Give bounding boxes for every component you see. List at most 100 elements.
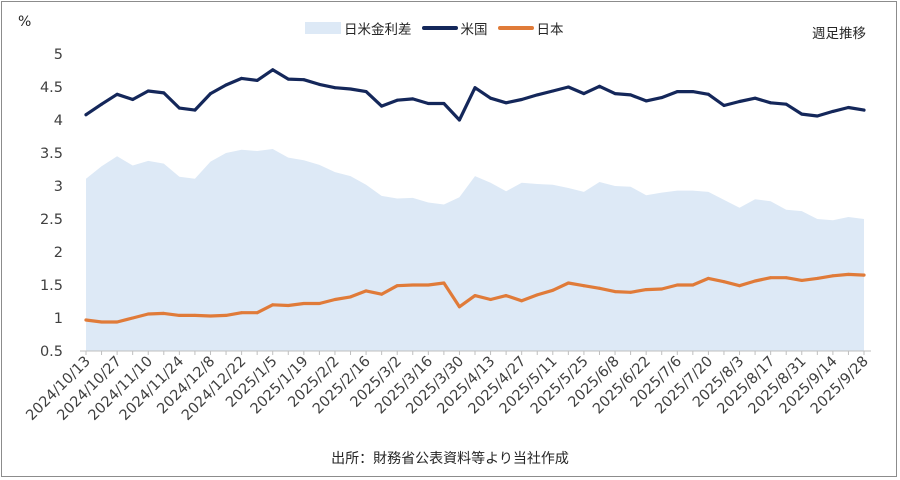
data-point-japan (551, 288, 555, 292)
data-point-spread (769, 199, 773, 203)
y-tick-label: 2 (54, 245, 63, 261)
data-point-spread (815, 217, 819, 221)
data-point-us (84, 113, 88, 117)
legend-item-us: 米国 (421, 18, 488, 38)
y-tick-label: 5 (54, 47, 63, 63)
data-point-spread (598, 180, 602, 184)
data-point-us (691, 90, 695, 94)
data-point-spread (846, 215, 850, 219)
data-point-spread (271, 147, 275, 151)
data-point-us (706, 92, 710, 96)
data-point-us (177, 106, 181, 110)
data-point-spread (131, 164, 135, 168)
data-point-us (598, 84, 601, 88)
data-point-japan (846, 272, 850, 276)
data-point-spread (162, 162, 166, 166)
data-point-japan (489, 298, 493, 301)
data-point-spread (177, 175, 181, 179)
data-point-japan (582, 284, 586, 288)
legend-swatch-japan (497, 26, 534, 30)
data-point-spread (753, 197, 757, 201)
data-point-japan (566, 281, 570, 285)
data-point-spread (224, 151, 228, 155)
data-point-japan (598, 286, 601, 290)
data-point-spread (100, 164, 104, 168)
data-point-spread (784, 208, 788, 212)
data-point-us (380, 104, 384, 108)
data-point-japan (411, 283, 415, 287)
data-point-japan (504, 294, 508, 298)
chart-note: 週足推移 (812, 26, 866, 42)
data-point-us (738, 100, 741, 103)
data-point-us (535, 93, 539, 97)
data-point-spread (146, 159, 150, 163)
data-point-us (100, 102, 104, 106)
data-point-spread (706, 190, 710, 194)
data-point-us (489, 96, 493, 100)
data-point-spread (582, 190, 586, 194)
data-point-japan (629, 290, 633, 294)
data-point-us (333, 86, 337, 90)
data-point-japan (286, 304, 290, 307)
line-series-us (84, 68, 866, 122)
data-point-japan (302, 302, 306, 305)
data-point-japan (426, 283, 430, 287)
legend-item-spread: 日米金利差 (305, 18, 412, 38)
data-point-japan (862, 273, 866, 277)
legend-item-japan: 日本 (497, 18, 564, 38)
data-point-spread (286, 156, 290, 160)
data-point-us (815, 114, 819, 118)
data-point-us (784, 102, 788, 106)
area-series-spread (86, 149, 864, 351)
data-point-spread (738, 206, 742, 210)
data-point-us (457, 118, 461, 122)
data-point-spread (426, 201, 430, 205)
legend-swatch-us (421, 26, 458, 30)
data-point-japan (177, 313, 181, 317)
y-tick-label: 4 (54, 113, 63, 129)
data-point-us (769, 101, 773, 105)
data-point-spread (566, 186, 570, 190)
data-point-us (240, 76, 244, 80)
data-point-japan (224, 313, 228, 317)
data-point-us (224, 83, 228, 87)
data-point-japan (675, 283, 679, 287)
data-point-spread (255, 149, 259, 153)
data-point-japan (131, 316, 135, 320)
data-point-japan (193, 313, 197, 317)
data-point-japan (457, 305, 461, 309)
data-point-us (566, 85, 570, 89)
data-point-spread (380, 194, 384, 198)
data-point-us (349, 87, 352, 91)
data-point-japan (317, 302, 321, 305)
data-point-us (862, 108, 866, 112)
data-point-japan (535, 293, 539, 297)
data-point-spread (115, 154, 119, 158)
data-point-spread (660, 191, 664, 195)
data-point-us (846, 106, 850, 109)
data-point-japan (162, 311, 166, 315)
y-tick-label: 3.5 (40, 146, 63, 162)
data-point-spread (862, 217, 866, 221)
data-point-us (675, 90, 679, 94)
data-point-japan (738, 284, 741, 288)
data-point-us (504, 101, 508, 105)
data-point-us (442, 102, 446, 105)
data-point-spread (722, 198, 726, 202)
data-point-spread (84, 177, 88, 181)
data-point-japan (815, 276, 819, 280)
legend-swatch-spread (305, 22, 341, 34)
data-point-japan (473, 294, 477, 298)
data-point-japan (784, 276, 788, 280)
data-point-japan (209, 314, 212, 318)
data-point-us (660, 96, 664, 100)
data-point-us (831, 109, 835, 113)
legend-label-us: 米国 (460, 22, 488, 38)
data-point-us (255, 78, 259, 82)
data-point-spread (333, 170, 337, 174)
data-point-spread (800, 209, 804, 213)
data-point-japan (146, 312, 150, 316)
data-point-us (426, 102, 430, 105)
data-point-us (473, 86, 477, 90)
y-tick-label: 4.5 (40, 80, 63, 96)
